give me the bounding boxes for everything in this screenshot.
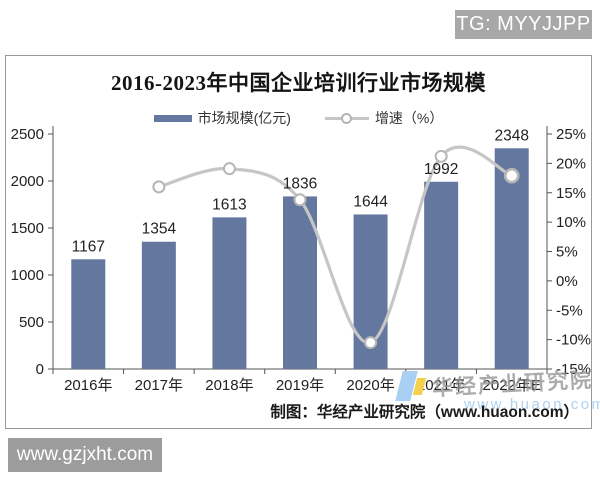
bar-value-label: 1992 (424, 161, 458, 178)
x-axis-category-label: 2021年 (417, 377, 465, 394)
site-watermark-bar: www.gzjxht.com (8, 438, 162, 472)
legend-label: 市场规模(亿元) (197, 110, 291, 126)
bar-value-label: 2348 (494, 127, 528, 144)
growth-rate-line (158, 145, 513, 345)
growth-rate-marker (152, 180, 166, 194)
telegram-badge: TG: MYYJJPP (455, 10, 592, 39)
bar-2021年 (424, 181, 459, 369)
left-axis-tick-label: 500 (19, 314, 44, 331)
bar-value-label: 1644 (353, 193, 388, 210)
right-axis-tick-label: 5% (556, 244, 578, 261)
left-axis-tick-label: 2000 (11, 173, 44, 190)
x-axis-category-label: 2022年E (483, 377, 541, 394)
bar-swatch-icon (153, 114, 192, 122)
right-axis-tick-label: -5% (556, 302, 583, 319)
x-axis-category-label: 2019年 (276, 377, 324, 394)
bar-2019年 (283, 196, 317, 369)
bar-value-label: 1836 (283, 175, 317, 192)
chart-title: 2016-2023年中国企业培训行业市场规模 (111, 71, 486, 95)
growth-rate-marker (434, 149, 448, 163)
bar-value-label: 1613 (212, 196, 246, 213)
legend-label: 增速（%） (374, 110, 444, 126)
bar-2016年 (71, 259, 106, 369)
right-axis-tick-label: 0% (556, 273, 578, 290)
right-axis-tick-label: 15% (556, 185, 586, 202)
line-swatch-icon (324, 112, 369, 124)
growth-rate-marker (364, 336, 378, 350)
right-axis-tick-label: 10% (556, 214, 586, 231)
left-axis-tick-label: 1500 (11, 220, 44, 237)
right-axis-tick-label: 20% (556, 155, 586, 172)
left-axis-tick-label: 0 (36, 361, 44, 378)
x-axis-category-label: 2017年 (135, 377, 183, 394)
left-axis-tick-label: 1000 (11, 267, 44, 284)
legend-item-growth-rate: 增速（%） (324, 108, 444, 128)
watermark-url: www.huaon.com (464, 396, 600, 413)
right-axis-tick-label: -10% (556, 332, 591, 349)
chart-frame: 2016-2023年中国企业培训行业市场规模 市场规模(亿元) 增速（%） 0 5… (5, 55, 600, 429)
growth-rate-marker (222, 162, 236, 176)
right-axis-tick-label: 25% (556, 126, 586, 143)
chart-source-footer: 制图：华经产业研究院（www.huaon.com） (270, 404, 579, 421)
bar-2018年 (212, 217, 247, 369)
growth-rate-marker (293, 193, 307, 207)
right-axis-tick-label: -15% (556, 361, 591, 378)
bar-2017年 (141, 241, 176, 369)
left-axis-tick-label: 2500 (11, 126, 44, 143)
bar-value-label: 1354 (142, 221, 177, 238)
bar-value-label: 1167 (72, 238, 105, 255)
growth-rate-marker (503, 167, 520, 184)
huajing-logo-icon (395, 371, 429, 403)
x-axis-category-label: 2020年 (346, 377, 394, 394)
x-axis-category-label: 2016年 (64, 377, 112, 394)
x-axis-category-label: 2018年 (205, 377, 253, 394)
legend-item-market-size: 市场规模(亿元) (153, 108, 291, 128)
chart-plot-area: 0 500 1000 1500 2000 2500 -15% -10% -5% 0% 5% 10% 15… (11, 126, 591, 394)
chart-legend: 市场规模(亿元) 增速（%） (6, 108, 591, 128)
bar-2022年E (494, 148, 529, 369)
